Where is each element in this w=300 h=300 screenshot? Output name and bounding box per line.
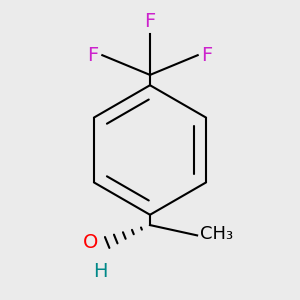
Text: CH₃: CH₃	[200, 225, 233, 243]
Text: H: H	[93, 262, 107, 281]
Text: F: F	[144, 12, 156, 31]
Text: F: F	[201, 46, 212, 65]
Text: O: O	[83, 233, 98, 252]
Text: F: F	[88, 46, 99, 65]
